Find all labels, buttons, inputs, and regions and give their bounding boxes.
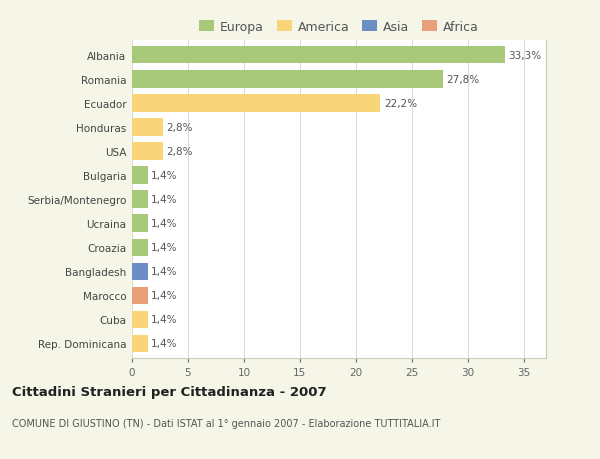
Text: 2,8%: 2,8% — [167, 147, 193, 157]
Text: 27,8%: 27,8% — [446, 75, 479, 85]
Text: 33,3%: 33,3% — [508, 50, 541, 61]
Bar — [132, 311, 148, 328]
Bar — [132, 263, 148, 280]
Bar — [132, 191, 148, 208]
Bar — [132, 47, 505, 64]
Text: COMUNE DI GIUSTINO (TN) - Dati ISTAT al 1° gennaio 2007 - Elaborazione TUTTITALI: COMUNE DI GIUSTINO (TN) - Dati ISTAT al … — [12, 418, 440, 428]
Bar — [132, 95, 380, 112]
Bar — [132, 167, 148, 185]
Bar — [132, 239, 148, 256]
Bar — [132, 215, 148, 232]
Bar — [132, 287, 148, 304]
Text: 1,4%: 1,4% — [151, 339, 178, 349]
Bar — [132, 335, 148, 352]
Text: 22,2%: 22,2% — [384, 99, 417, 109]
Text: 1,4%: 1,4% — [151, 291, 178, 301]
Text: 1,4%: 1,4% — [151, 218, 178, 229]
Text: 1,4%: 1,4% — [151, 243, 178, 252]
Text: 1,4%: 1,4% — [151, 267, 178, 277]
Text: Cittadini Stranieri per Cittadinanza - 2007: Cittadini Stranieri per Cittadinanza - 2… — [12, 386, 326, 398]
Bar — [132, 143, 163, 160]
Text: 1,4%: 1,4% — [151, 314, 178, 325]
Legend: Europa, America, Asia, Africa: Europa, America, Asia, Africa — [194, 16, 484, 39]
Bar — [132, 71, 443, 88]
Text: 2,8%: 2,8% — [167, 123, 193, 133]
Text: 1,4%: 1,4% — [151, 171, 178, 181]
Bar — [132, 119, 163, 136]
Text: 1,4%: 1,4% — [151, 195, 178, 205]
